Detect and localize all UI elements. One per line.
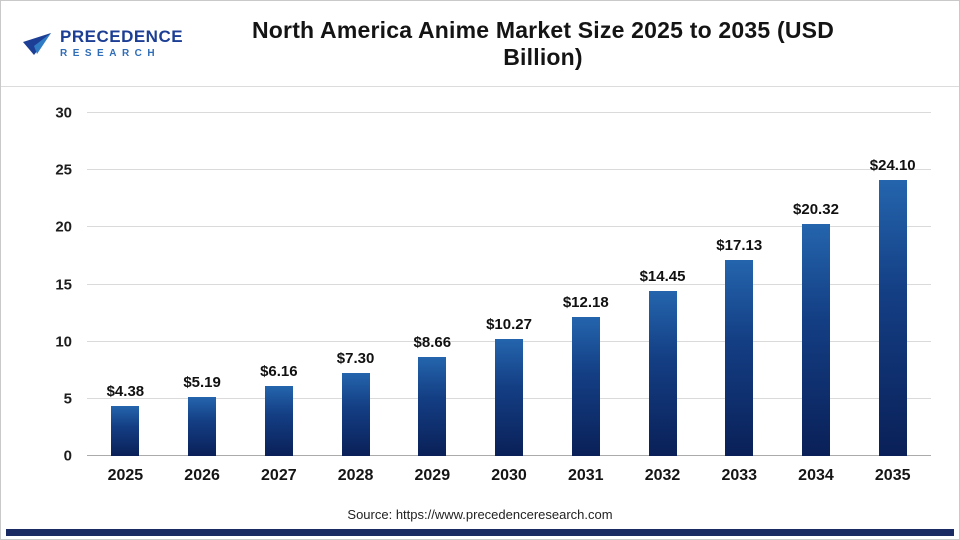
plot-area: 0 5 10 15 20 25 30 $4.38 $5.19 $6.16 $7.30 $8.66 $1… bbox=[55, 105, 931, 465]
x-axis-label-2034: 2034 bbox=[798, 467, 834, 484]
logo-text: PRECEDENCE RESEARCH bbox=[60, 26, 184, 59]
bar-value-label-2027: $6.16 bbox=[260, 362, 298, 380]
bar-2029 bbox=[418, 357, 447, 456]
gridline-25 bbox=[87, 169, 931, 171]
title-wrap: North America Anime Market Size 2025 to … bbox=[209, 17, 937, 71]
bar-value-label-2029: $8.66 bbox=[413, 334, 452, 351]
y-axis-tick-20: 20 bbox=[55, 218, 72, 236]
x-axis-label-2031: 2031 bbox=[567, 467, 604, 484]
bar-column-2033: $17.13 bbox=[701, 113, 778, 456]
y-axis-tick-15: 15 bbox=[55, 276, 72, 293]
y-axis-tick-5: 5 bbox=[63, 390, 72, 408]
gridline-20 bbox=[87, 226, 931, 228]
bottom-accent-bar bbox=[6, 529, 954, 536]
bar-2031 bbox=[571, 316, 600, 456]
bar-value-label-2028: $7.30 bbox=[336, 349, 375, 367]
bar-column-2028: $7.30 bbox=[317, 113, 394, 456]
bar-2026 bbox=[188, 396, 217, 456]
x-axis-label-2033: 2033 bbox=[721, 467, 758, 484]
bar-value-label-2033: $17.13 bbox=[716, 237, 763, 255]
x-axis-labels: 2025 2026 2027 2028 2029 2030 2031 2032 2033 2034… bbox=[87, 467, 931, 485]
source-text: Source: https://www.precedenceresearch.c… bbox=[347, 507, 613, 522]
bar-2025 bbox=[111, 405, 140, 456]
bar-column-2035: $24.10 bbox=[854, 113, 931, 456]
x-axis-label-2027: 2027 bbox=[261, 467, 297, 484]
bar-value-label-2035: $24.10 bbox=[869, 157, 916, 175]
gridline-30 bbox=[87, 112, 931, 113]
precedence-research-logo: PRECEDENCE RESEARCH bbox=[23, 26, 209, 59]
x-axis-label-2029: 2029 bbox=[414, 467, 451, 484]
bar-2027 bbox=[264, 385, 293, 456]
header: PRECEDENCE RESEARCH North America Anime … bbox=[1, 1, 959, 87]
y-axis-tick-10: 10 bbox=[55, 333, 72, 351]
bar-column-2034: $20.32 bbox=[778, 113, 855, 456]
bar-column-2026: $5.19 bbox=[164, 113, 241, 456]
bar-2035 bbox=[878, 180, 907, 456]
bar-column-2027: $6.16 bbox=[240, 113, 317, 456]
y-axis-tick-25: 25 bbox=[55, 161, 72, 179]
logo-paper-plane-icon bbox=[23, 32, 51, 55]
bars-layer: $4.38 $5.19 $6.16 $7.30 $8.66 $10.27 $12.18 $14… bbox=[87, 113, 931, 456]
x-axis-label-2028: 2028 bbox=[337, 467, 374, 484]
bar-value-label-2030: $10.27 bbox=[486, 315, 532, 333]
bar-column-2032: $14.45 bbox=[624, 113, 701, 456]
bar-value-label-2025: $4.38 bbox=[106, 382, 145, 400]
bar-value-label-2026: $5.19 bbox=[183, 373, 221, 391]
bar-column-2031: $12.18 bbox=[547, 113, 624, 456]
logo-line2: RESEARCH bbox=[60, 47, 161, 59]
bar-2033 bbox=[725, 260, 754, 456]
bar-column-2025: $4.38 bbox=[87, 113, 164, 456]
bar-column-2030: $10.27 bbox=[471, 113, 548, 456]
gridline-15 bbox=[87, 283, 931, 285]
x-axis-label-2025: 2025 bbox=[107, 467, 144, 484]
bar-2030 bbox=[495, 338, 524, 456]
y-axis-tick-0: 0 bbox=[63, 447, 72, 465]
bar-value-label-2034: $20.32 bbox=[793, 200, 839, 218]
y-axis-tick-30: 30 bbox=[55, 104, 72, 122]
bar-2034 bbox=[801, 223, 830, 456]
logo-line1: PRECEDENCE bbox=[60, 26, 184, 46]
x-axis-label-2032: 2032 bbox=[644, 467, 681, 484]
x-axis-label-2030: 2030 bbox=[491, 467, 527, 484]
bar-value-label-2032: $14.45 bbox=[639, 267, 686, 285]
x-axis-label-2035: 2035 bbox=[874, 467, 911, 484]
chart-title: North America Anime Market Size 2025 to … bbox=[251, 16, 835, 70]
bar-2028 bbox=[341, 372, 370, 456]
x-axis-label-2026: 2026 bbox=[184, 467, 220, 484]
bar-2032 bbox=[648, 290, 677, 456]
bar-value-label-2031: $12.18 bbox=[562, 293, 609, 311]
bar-column-2029: $8.66 bbox=[394, 113, 471, 456]
